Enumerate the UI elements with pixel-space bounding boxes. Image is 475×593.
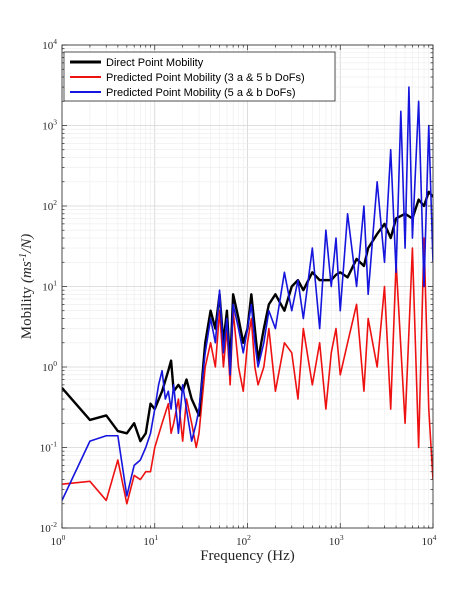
y-axis-title: Mobility (ms-1/N) — [18, 234, 35, 339]
x-tick-label: 100 — [51, 533, 66, 548]
legend-box — [63, 51, 336, 102]
y-tick-label: 10-2 — [40, 520, 57, 535]
y-tick-exp: -2 — [51, 520, 57, 529]
y-axis-title-sup: -1 — [18, 253, 29, 261]
y-tick-label: 101 — [42, 279, 57, 294]
y-tick-exp: 2 — [53, 198, 57, 207]
y-tick-exp: 0 — [53, 359, 57, 368]
legend-label-direct: Direct Point Mobility — [106, 57, 204, 69]
x-tick-base: 10 — [143, 536, 155, 548]
x-tick-exp: 4 — [433, 533, 437, 542]
x-tick-label: 101 — [143, 533, 158, 548]
x-tick-label: 104 — [422, 533, 437, 548]
y-tick-base: 10 — [42, 121, 54, 133]
y-tick-base: 10 — [42, 282, 54, 294]
y-tick-label: 10-1 — [40, 440, 57, 455]
x-tick-base: 10 — [236, 536, 248, 548]
x-tick-base: 10 — [51, 536, 63, 548]
x-tick-base: 10 — [422, 536, 434, 548]
y-tick-label: 104 — [42, 37, 57, 52]
y-tick-label: 103 — [42, 118, 57, 133]
y-tick-base: 10 — [40, 443, 52, 455]
y-tick-exp: 4 — [53, 37, 57, 46]
x-tick-labels: 100 101 102 103 104 — [51, 533, 437, 548]
x-tick-base: 10 — [329, 536, 341, 548]
ticks — [61, 44, 434, 529]
y-tick-exp: -1 — [51, 440, 57, 449]
y-tick-base: 10 — [40, 523, 52, 535]
y-tick-label: 102 — [42, 198, 57, 213]
y-tick-base: 10 — [42, 201, 54, 213]
y-axis-title-tail: /N) — [19, 234, 35, 254]
y-axis-title-text: Mobility — [19, 283, 35, 339]
x-tick-label: 103 — [329, 533, 344, 548]
legend-label-predicted-5ab: Predicted Point Mobility (5 a & b DoFs) — [106, 87, 296, 99]
legend-label-predicted-3a5b: Predicted Point Mobility (3 a & 5 b DoFs… — [106, 72, 305, 84]
x-tick-exp: 0 — [62, 533, 66, 542]
series-predicted-3a-5b — [62, 237, 433, 505]
y-axis-title-math: (ms — [19, 261, 35, 283]
y-tick-base: 10 — [42, 40, 54, 52]
legend: Direct Point Mobility Predicted Point Mo… — [63, 51, 336, 102]
x-tick-label: 102 — [236, 533, 251, 548]
y-tick-label: 100 — [42, 359, 57, 374]
x-tick-exp: 3 — [340, 533, 344, 542]
x-axis-title: Frequency (Hz) — [200, 548, 295, 564]
series-layer — [62, 86, 433, 505]
y-tick-exp: 1 — [53, 279, 57, 288]
x-tick-exp: 1 — [154, 533, 158, 542]
y-tick-base: 10 — [42, 362, 54, 374]
x-tick-exp: 2 — [247, 533, 251, 542]
y-tick-exp: 3 — [53, 118, 57, 127]
series-predicted-5ab — [62, 86, 433, 501]
